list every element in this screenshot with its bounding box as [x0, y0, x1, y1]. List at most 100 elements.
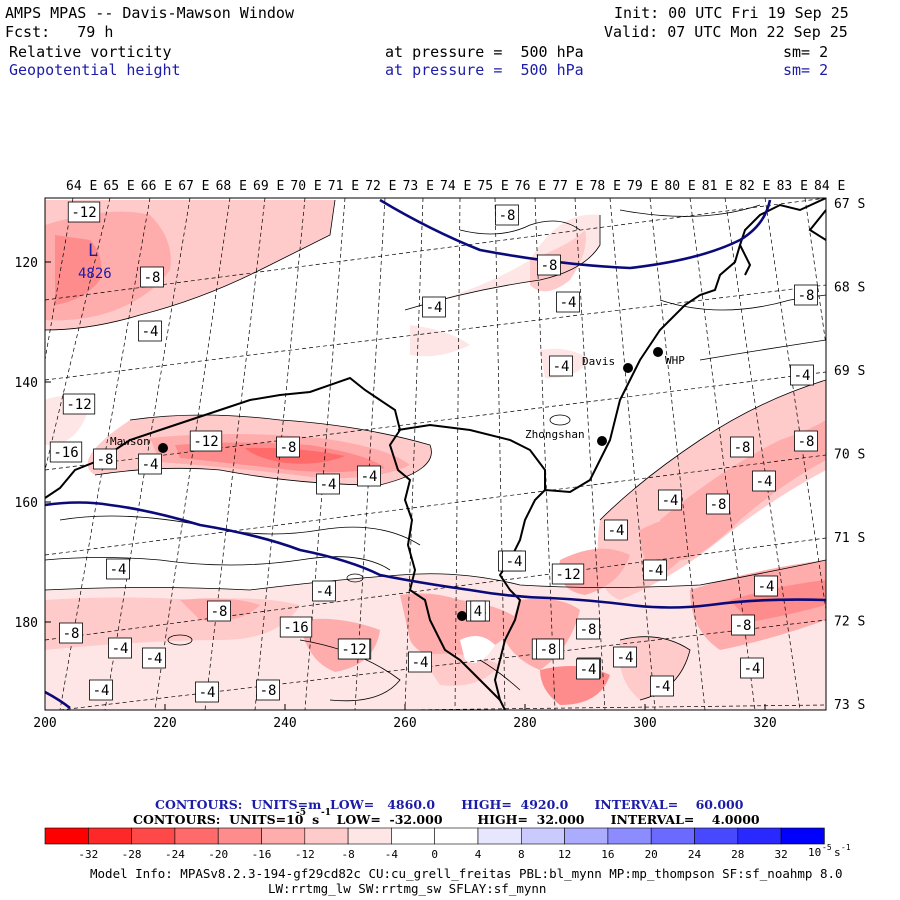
field2-name: Geopotential height [9, 61, 181, 79]
colorbar-unit: 10 [808, 846, 821, 859]
contour-label: 4 [470, 600, 486, 622]
lon-label: 80 E [664, 179, 695, 194]
contour-label: -4 [740, 657, 764, 679]
model-info-line1: Model Info: MPASv8.2.3-194-gf29cd82c CU:… [90, 866, 843, 881]
contour-label-text: -4 [316, 584, 333, 600]
contour-info-vorticity: CONTOURS: UNITS=10 s LOW= -32.000 HIGH= … [133, 812, 760, 827]
contour-label-text: -4 [647, 563, 664, 579]
stations: Mawson Davis WHP Zhongshan [110, 347, 685, 621]
lon-label: 64 E [66, 179, 97, 194]
contour-label: -4 [106, 558, 130, 580]
contour-label: -4 [790, 364, 814, 386]
contour-label: -4 [549, 355, 573, 377]
contour-label-text: -4 [560, 295, 577, 311]
colorbar-label: 32 [774, 848, 787, 861]
contour-label: -4 [752, 470, 776, 492]
valid-time: Valid: 07 UTC Mon 22 Sep 25 [604, 23, 848, 41]
contour-label-text: -4 [617, 650, 634, 666]
colorbar-box [607, 827, 652, 845]
contour-label: -12 [551, 563, 585, 585]
station-dot-davis [623, 363, 633, 373]
contour-label-text: -4 [142, 324, 159, 340]
contour-label-text: -4 [320, 477, 337, 493]
contour-label: -4 [142, 647, 166, 669]
contour-label-text: -8 [540, 642, 557, 658]
contour-label-text: -4 [112, 641, 129, 657]
lat-label: 69 S [834, 364, 865, 379]
field2-pressure: at pressure = 500 hPa [385, 61, 584, 79]
contour-label: -4 [658, 489, 682, 511]
contour-label-text: -4 [758, 579, 775, 595]
contour-label-text: -4 [506, 554, 523, 570]
contour-label: -8 [706, 493, 730, 515]
colorbar-label: -24 [165, 848, 185, 861]
x-tick-label: 220 [153, 716, 176, 731]
station-dot-whp [653, 347, 663, 357]
colorbar-box [347, 827, 392, 845]
contour-label-text: -8 [499, 208, 516, 224]
geopotential-contours [45, 198, 826, 710]
colorbar-box [391, 827, 435, 845]
x-tick-label: 260 [393, 716, 416, 731]
contour-info-vorticity-text: CONTOURS: UNITS=10 s LOW= -32.000 HIGH= … [133, 812, 760, 827]
contour-label-text: -8 [211, 604, 228, 620]
station-label-mawson: Mawson [110, 435, 150, 448]
contour-label-text: -4 [110, 562, 127, 578]
contour-label: -4 [604, 519, 628, 541]
contour-label: -8 [730, 436, 754, 458]
contour-label: -12 [337, 638, 371, 660]
contour-label-text: -4 [744, 661, 761, 677]
lon-label: 65 E [103, 179, 134, 194]
lon-label: 69 E [253, 179, 284, 194]
colorbar-label: 8 [518, 848, 525, 861]
lon-label: 70 E [290, 179, 321, 194]
contour-label: -8 [536, 638, 560, 660]
lon-label: 68 E [216, 179, 247, 194]
contour-label: -16 [279, 616, 313, 638]
contour-label: -4 [195, 681, 219, 703]
contour-label-text: -4 [142, 457, 159, 473]
colorbar-box [737, 827, 782, 845]
contour-label-text: -12 [66, 397, 91, 413]
station-dot-unnamed [457, 611, 467, 621]
lon-label: 67 E [178, 179, 209, 194]
contour-label-text: -4 [93, 683, 110, 699]
contour-label: -8 [731, 614, 755, 636]
contour-label-text: -8 [710, 497, 727, 513]
lat-label: 67 S [834, 197, 865, 212]
colorbar-box [131, 827, 176, 845]
contour-label: -16 [49, 441, 83, 463]
lon-label: 79 E [627, 179, 658, 194]
contour-info-exp2: -1 [321, 808, 331, 818]
contour-label-text: -8 [734, 440, 751, 456]
station-dot-mawson [158, 443, 168, 453]
colorbar-label: 28 [731, 848, 744, 861]
y-tick-label: 140 [15, 376, 38, 391]
contour-label: -8 [93, 448, 117, 470]
contour-label-text: -8 [280, 440, 297, 456]
low-value: 4826 [78, 266, 112, 282]
colorbar-label: -28 [122, 848, 142, 861]
colorbar-unit-s: s [834, 846, 841, 859]
contour-label: -8 [256, 679, 280, 701]
contour-label-text: 4 [474, 604, 482, 620]
field1-smoothing: sm= 2 [783, 43, 829, 61]
lon-label: 78 E [590, 179, 621, 194]
colorbar-box [44, 827, 89, 845]
contour-label-text: -4 [361, 469, 378, 485]
lon-label: 82 E [739, 179, 770, 194]
lon-label: 66 E [141, 179, 172, 194]
lon-label: 72 E [365, 179, 396, 194]
contour-label-text: -8 [97, 452, 114, 468]
x-tick-label: 320 [753, 716, 776, 731]
contour-label-text: -8 [260, 683, 277, 699]
contour-label-text: -8 [798, 288, 815, 304]
lon-label: 71 E [328, 179, 359, 194]
colorbar-box [88, 827, 132, 845]
contour-label: -12 [67, 201, 101, 223]
contour-label: -4 [613, 646, 637, 668]
colorbar: -32 -28 -24 -20 -16 -12 -8 -4 0 4 8 12 16 20 24 28 32 10… [44, 827, 851, 861]
contour-label: -4 [138, 453, 162, 475]
colorbar-box [780, 827, 825, 845]
colorbar-box [261, 827, 306, 845]
